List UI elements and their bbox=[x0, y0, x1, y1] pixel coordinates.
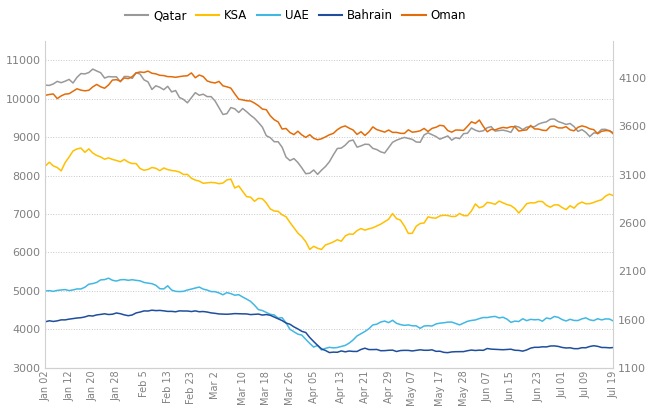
Line: KSA: KSA bbox=[46, 148, 614, 249]
Oman bbox=[578, 124, 585, 129]
UAE bbox=[578, 316, 585, 321]
UAE bbox=[42, 288, 50, 293]
Bahrain bbox=[610, 345, 617, 350]
Qatar bbox=[479, 128, 487, 133]
Oman bbox=[46, 92, 53, 97]
KSA bbox=[377, 222, 385, 227]
Bahrain bbox=[578, 345, 585, 350]
Qatar bbox=[314, 172, 321, 177]
KSA bbox=[77, 145, 85, 150]
Line: Bahrain: Bahrain bbox=[46, 310, 614, 353]
Oman bbox=[377, 129, 385, 133]
KSA bbox=[42, 164, 50, 169]
KSA bbox=[495, 199, 503, 204]
KSA bbox=[46, 160, 53, 165]
Line: Qatar: Qatar bbox=[46, 69, 614, 174]
Qatar bbox=[377, 150, 385, 154]
Qatar bbox=[69, 81, 77, 86]
Line: UAE: UAE bbox=[46, 278, 614, 350]
Oman bbox=[42, 93, 50, 98]
Qatar bbox=[578, 127, 585, 132]
Qatar bbox=[495, 128, 503, 133]
UAE bbox=[46, 288, 53, 293]
KSA bbox=[69, 148, 77, 153]
UAE bbox=[377, 320, 385, 325]
Bahrain bbox=[479, 348, 487, 353]
UAE bbox=[318, 347, 325, 352]
KSA bbox=[610, 193, 617, 198]
UAE bbox=[104, 276, 112, 281]
Bahrain bbox=[69, 316, 77, 321]
Bahrain bbox=[495, 347, 503, 352]
Bahrain bbox=[42, 319, 50, 324]
Oman bbox=[314, 137, 321, 142]
Qatar bbox=[42, 83, 50, 88]
Bahrain bbox=[46, 318, 53, 323]
KSA bbox=[318, 247, 325, 252]
Oman bbox=[479, 124, 487, 129]
Bahrain bbox=[148, 308, 156, 313]
Oman bbox=[69, 89, 77, 94]
UAE bbox=[610, 318, 617, 323]
KSA bbox=[578, 199, 585, 204]
UAE bbox=[495, 316, 503, 321]
Oman bbox=[610, 131, 617, 136]
Oman bbox=[495, 126, 503, 131]
Qatar bbox=[46, 83, 53, 88]
Legend: Qatar, KSA, UAE, Bahrain, Oman: Qatar, KSA, UAE, Bahrain, Oman bbox=[120, 4, 471, 27]
Bahrain bbox=[373, 347, 381, 352]
Oman bbox=[144, 69, 152, 74]
Bahrain bbox=[444, 350, 452, 355]
Qatar bbox=[610, 130, 617, 135]
Line: Oman: Oman bbox=[46, 71, 614, 140]
UAE bbox=[479, 315, 487, 320]
KSA bbox=[479, 204, 487, 209]
UAE bbox=[69, 288, 77, 293]
Qatar bbox=[89, 67, 96, 72]
